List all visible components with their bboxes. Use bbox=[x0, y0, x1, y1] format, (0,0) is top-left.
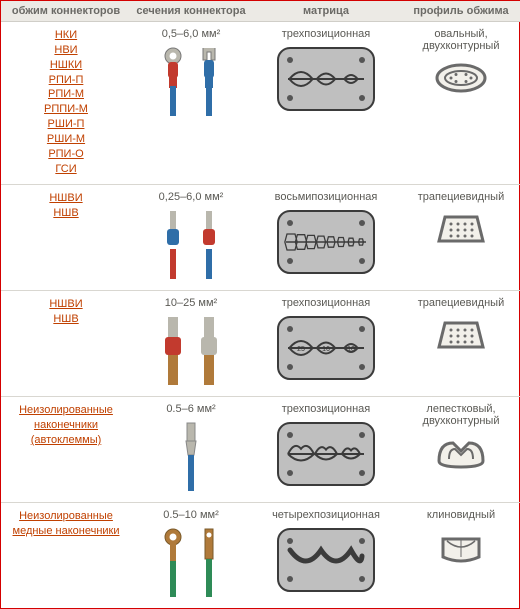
table-row: Неизолированные медные наконечники 0.5–10… bbox=[1, 503, 520, 609]
connector-link[interactable]: НШВИ bbox=[5, 297, 127, 312]
header-col3: матрица bbox=[251, 1, 401, 22]
die-icon bbox=[255, 527, 397, 596]
section-label: 0.5–6 мм² bbox=[135, 403, 247, 415]
profile-icon bbox=[405, 209, 517, 252]
connector-icon bbox=[177, 421, 205, 494]
connector-icon bbox=[159, 315, 187, 388]
matrix-cell: восьмипозиционная bbox=[251, 185, 401, 291]
connector-link[interactable]: Неизолированные медные наконечники bbox=[5, 509, 127, 539]
profile-label: овальный, двухконтурный bbox=[405, 28, 517, 52]
connector-link[interactable]: РПИ-М bbox=[5, 87, 127, 102]
profile-cell: овальный, двухконтурный bbox=[401, 22, 520, 185]
matrix-cell: трехпозиционная bbox=[251, 22, 401, 185]
section-cell: 0.5–10 мм² bbox=[131, 503, 251, 609]
table-row: НШВИНШВ 10–25 мм² трехпозиционная 25 16 10 тра… bbox=[1, 291, 520, 397]
section-label: 0.5–10 мм² bbox=[135, 509, 247, 521]
connector-links-cell: Неизолированные медные наконечники bbox=[1, 503, 131, 609]
matrix-cell: трехпозиционная 25 16 10 bbox=[251, 291, 401, 397]
svg-text:25: 25 bbox=[297, 346, 305, 353]
section-label: 0,25–6,0 мм² bbox=[135, 191, 247, 203]
header-col4: профиль обжима bbox=[401, 1, 520, 22]
connector-link[interactable]: РПИ-О bbox=[5, 147, 127, 162]
section-cell: 0,5–6,0 мм² bbox=[131, 22, 251, 185]
profile-icon bbox=[405, 315, 517, 358]
header-col2: сечения коннектора bbox=[131, 1, 251, 22]
section-cell: 0,25–6,0 мм² bbox=[131, 185, 251, 291]
connector-links-cell: НКИНВИНШКИРПИ-ПРПИ-МРППИ-МРШИ-ПРШИ-МРПИ-… bbox=[1, 22, 131, 185]
profile-cell: лепестковый, двухконтурный bbox=[401, 397, 520, 503]
connector-icon bbox=[195, 209, 223, 282]
matrix-cell: четырехпозиционная bbox=[251, 503, 401, 609]
connector-illustration bbox=[135, 209, 247, 282]
connector-link[interactable]: НШКИ bbox=[5, 58, 127, 73]
connector-illustration bbox=[135, 527, 247, 600]
matrix-label: трехпозиционная bbox=[255, 28, 397, 40]
connector-icon bbox=[195, 46, 223, 119]
profile-cell: клиновидный bbox=[401, 503, 520, 609]
profile-cell: трапециевидный bbox=[401, 291, 520, 397]
connector-link[interactable]: РППИ-М bbox=[5, 102, 127, 117]
connector-links-cell: Неизолированные наконечники (автоклеммы) bbox=[1, 397, 131, 503]
section-label: 10–25 мм² bbox=[135, 297, 247, 309]
section-cell: 10–25 мм² bbox=[131, 291, 251, 397]
section-cell: 0.5–6 мм² bbox=[131, 397, 251, 503]
connector-link[interactable]: НВИ bbox=[5, 43, 127, 58]
header-col1: обжим коннекторов bbox=[1, 1, 131, 22]
connector-link[interactable]: НШВ bbox=[5, 206, 127, 221]
profile-label: трапециевидный bbox=[405, 297, 517, 309]
table-row: НКИНВИНШКИРПИ-ПРПИ-МРППИ-МРШИ-ПРШИ-МРПИ-… bbox=[1, 22, 520, 185]
connector-link[interactable]: НКИ bbox=[5, 28, 127, 43]
connector-icon bbox=[195, 315, 223, 388]
header-row: обжим коннекторов сечения коннектора мат… bbox=[1, 1, 520, 22]
connector-link[interactable]: ГСИ bbox=[5, 162, 127, 177]
die-icon: 25 16 10 bbox=[255, 315, 397, 384]
svg-text:10: 10 bbox=[347, 346, 355, 353]
matrix-label: восьмипозиционная bbox=[255, 191, 397, 203]
connector-link[interactable]: Неизолированные наконечники (автоклеммы) bbox=[5, 403, 127, 448]
connector-link[interactable]: РПИ-П bbox=[5, 73, 127, 88]
matrix-label: трехпозиционная bbox=[255, 297, 397, 309]
connector-illustration bbox=[135, 315, 247, 388]
connector-links-cell: НШВИНШВ bbox=[1, 291, 131, 397]
profile-icon bbox=[405, 433, 517, 476]
table-row: НШВИНШВ 0,25–6,0 мм² восьмипозиционная трап… bbox=[1, 185, 520, 291]
table-row: Неизолированные наконечники (автоклеммы)… bbox=[1, 397, 520, 503]
connector-illustration bbox=[135, 421, 247, 494]
profile-icon bbox=[405, 527, 517, 570]
matrix-label: трехпозиционная bbox=[255, 403, 397, 415]
matrix-label: четырехпозиционная bbox=[255, 509, 397, 521]
connector-link[interactable]: РШИ-П bbox=[5, 117, 127, 132]
connector-link[interactable]: НШВ bbox=[5, 312, 127, 327]
connector-link[interactable]: НШВИ bbox=[5, 191, 127, 206]
connector-link[interactable]: РШИ-М bbox=[5, 132, 127, 147]
profile-label: клиновидный bbox=[405, 509, 517, 521]
svg-text:16: 16 bbox=[322, 346, 330, 353]
die-icon bbox=[255, 209, 397, 278]
connector-icon bbox=[159, 46, 187, 119]
die-icon bbox=[255, 46, 397, 115]
profile-label: трапециевидный bbox=[405, 191, 517, 203]
matrix-cell: трехпозиционная bbox=[251, 397, 401, 503]
profile-cell: трапециевидный bbox=[401, 185, 520, 291]
die-icon bbox=[255, 421, 397, 490]
crimp-table-container: обжим коннекторов сечения коннектора мат… bbox=[0, 0, 520, 609]
section-label: 0,5–6,0 мм² bbox=[135, 28, 247, 40]
connector-icon bbox=[159, 527, 187, 600]
profile-icon bbox=[405, 58, 517, 101]
connector-icon bbox=[195, 527, 223, 600]
connector-links-cell: НШВИНШВ bbox=[1, 185, 131, 291]
crimp-table: обжим коннекторов сечения коннектора мат… bbox=[1, 1, 520, 608]
connector-illustration bbox=[135, 46, 247, 119]
connector-icon bbox=[159, 209, 187, 282]
profile-label: лепестковый, двухконтурный bbox=[405, 403, 517, 427]
